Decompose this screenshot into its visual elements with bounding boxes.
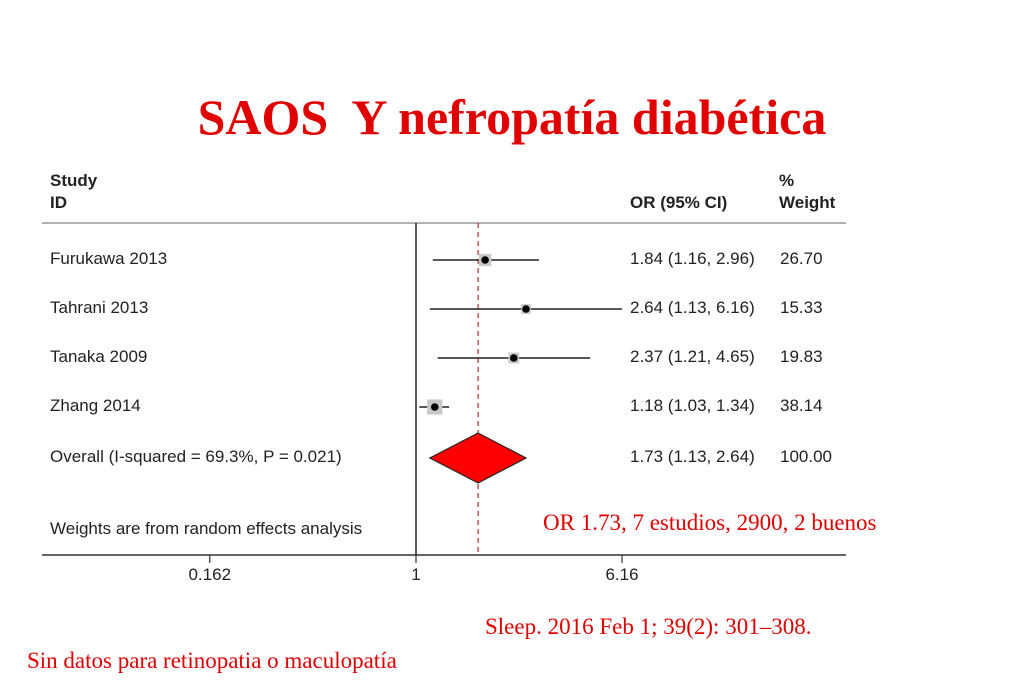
overall-label: Overall (I-squared = 69.3%, P = 0.021) <box>50 447 342 466</box>
study-weight-label: 38.14 <box>780 396 823 415</box>
point-estimate <box>522 305 530 313</box>
study-weight-label: 15.33 <box>780 298 823 317</box>
point-estimate <box>481 256 489 264</box>
study-or-label: 2.37 (1.21, 4.65) <box>630 347 755 366</box>
weight-header-line2: Weight <box>779 193 836 212</box>
overall-weight-label: 100.00 <box>780 447 832 466</box>
study-or-label: 1.18 (1.03, 1.34) <box>630 396 755 415</box>
study-id-label: Tahrani 2013 <box>50 298 149 317</box>
or-column-header: OR (95% CI) <box>630 193 728 212</box>
weight-column-header: % Weight <box>779 170 835 214</box>
x-tick-label: 0.162 <box>188 565 232 584</box>
slide-title: SAOS Y nefropatía diabética <box>197 89 827 145</box>
footnote: Sin datos para retinopatia o maculopatía <box>27 648 397 673</box>
x-tick-label: 1 <box>411 565 421 584</box>
study-column-header: Study ID <box>50 170 97 214</box>
summary-note: OR 1.73, 7 estudios, 2900, 2 buenos <box>543 510 877 535</box>
study-weight-label: 19.83 <box>780 347 823 366</box>
study-id-label: Tanaka 2009 <box>50 347 148 366</box>
overall-diamond <box>428 432 528 484</box>
study-id-label: Zhang 2014 <box>50 396 141 415</box>
point-estimate <box>509 354 518 362</box>
study-header-line2: ID <box>50 193 67 212</box>
study-weight-label: 26.70 <box>780 249 823 268</box>
weights-note: Weights are from random effects analysis <box>50 519 363 538</box>
study-or-label: 1.84 (1.16, 2.96) <box>630 249 755 268</box>
overall-or-label: 1.73 (1.13, 2.64) <box>630 447 755 466</box>
point-estimate <box>430 403 439 411</box>
study-id-label: Furukawa 2013 <box>50 249 168 268</box>
study-header-line1: Study <box>50 171 98 190</box>
citation: Sleep. 2016 Feb 1; 39(2): 301–308. <box>485 614 812 639</box>
x-tick-label: 6.16 <box>605 565 639 584</box>
study-or-label: 2.64 (1.13, 6.16) <box>630 298 755 317</box>
weight-header-line1: % <box>779 171 795 190</box>
